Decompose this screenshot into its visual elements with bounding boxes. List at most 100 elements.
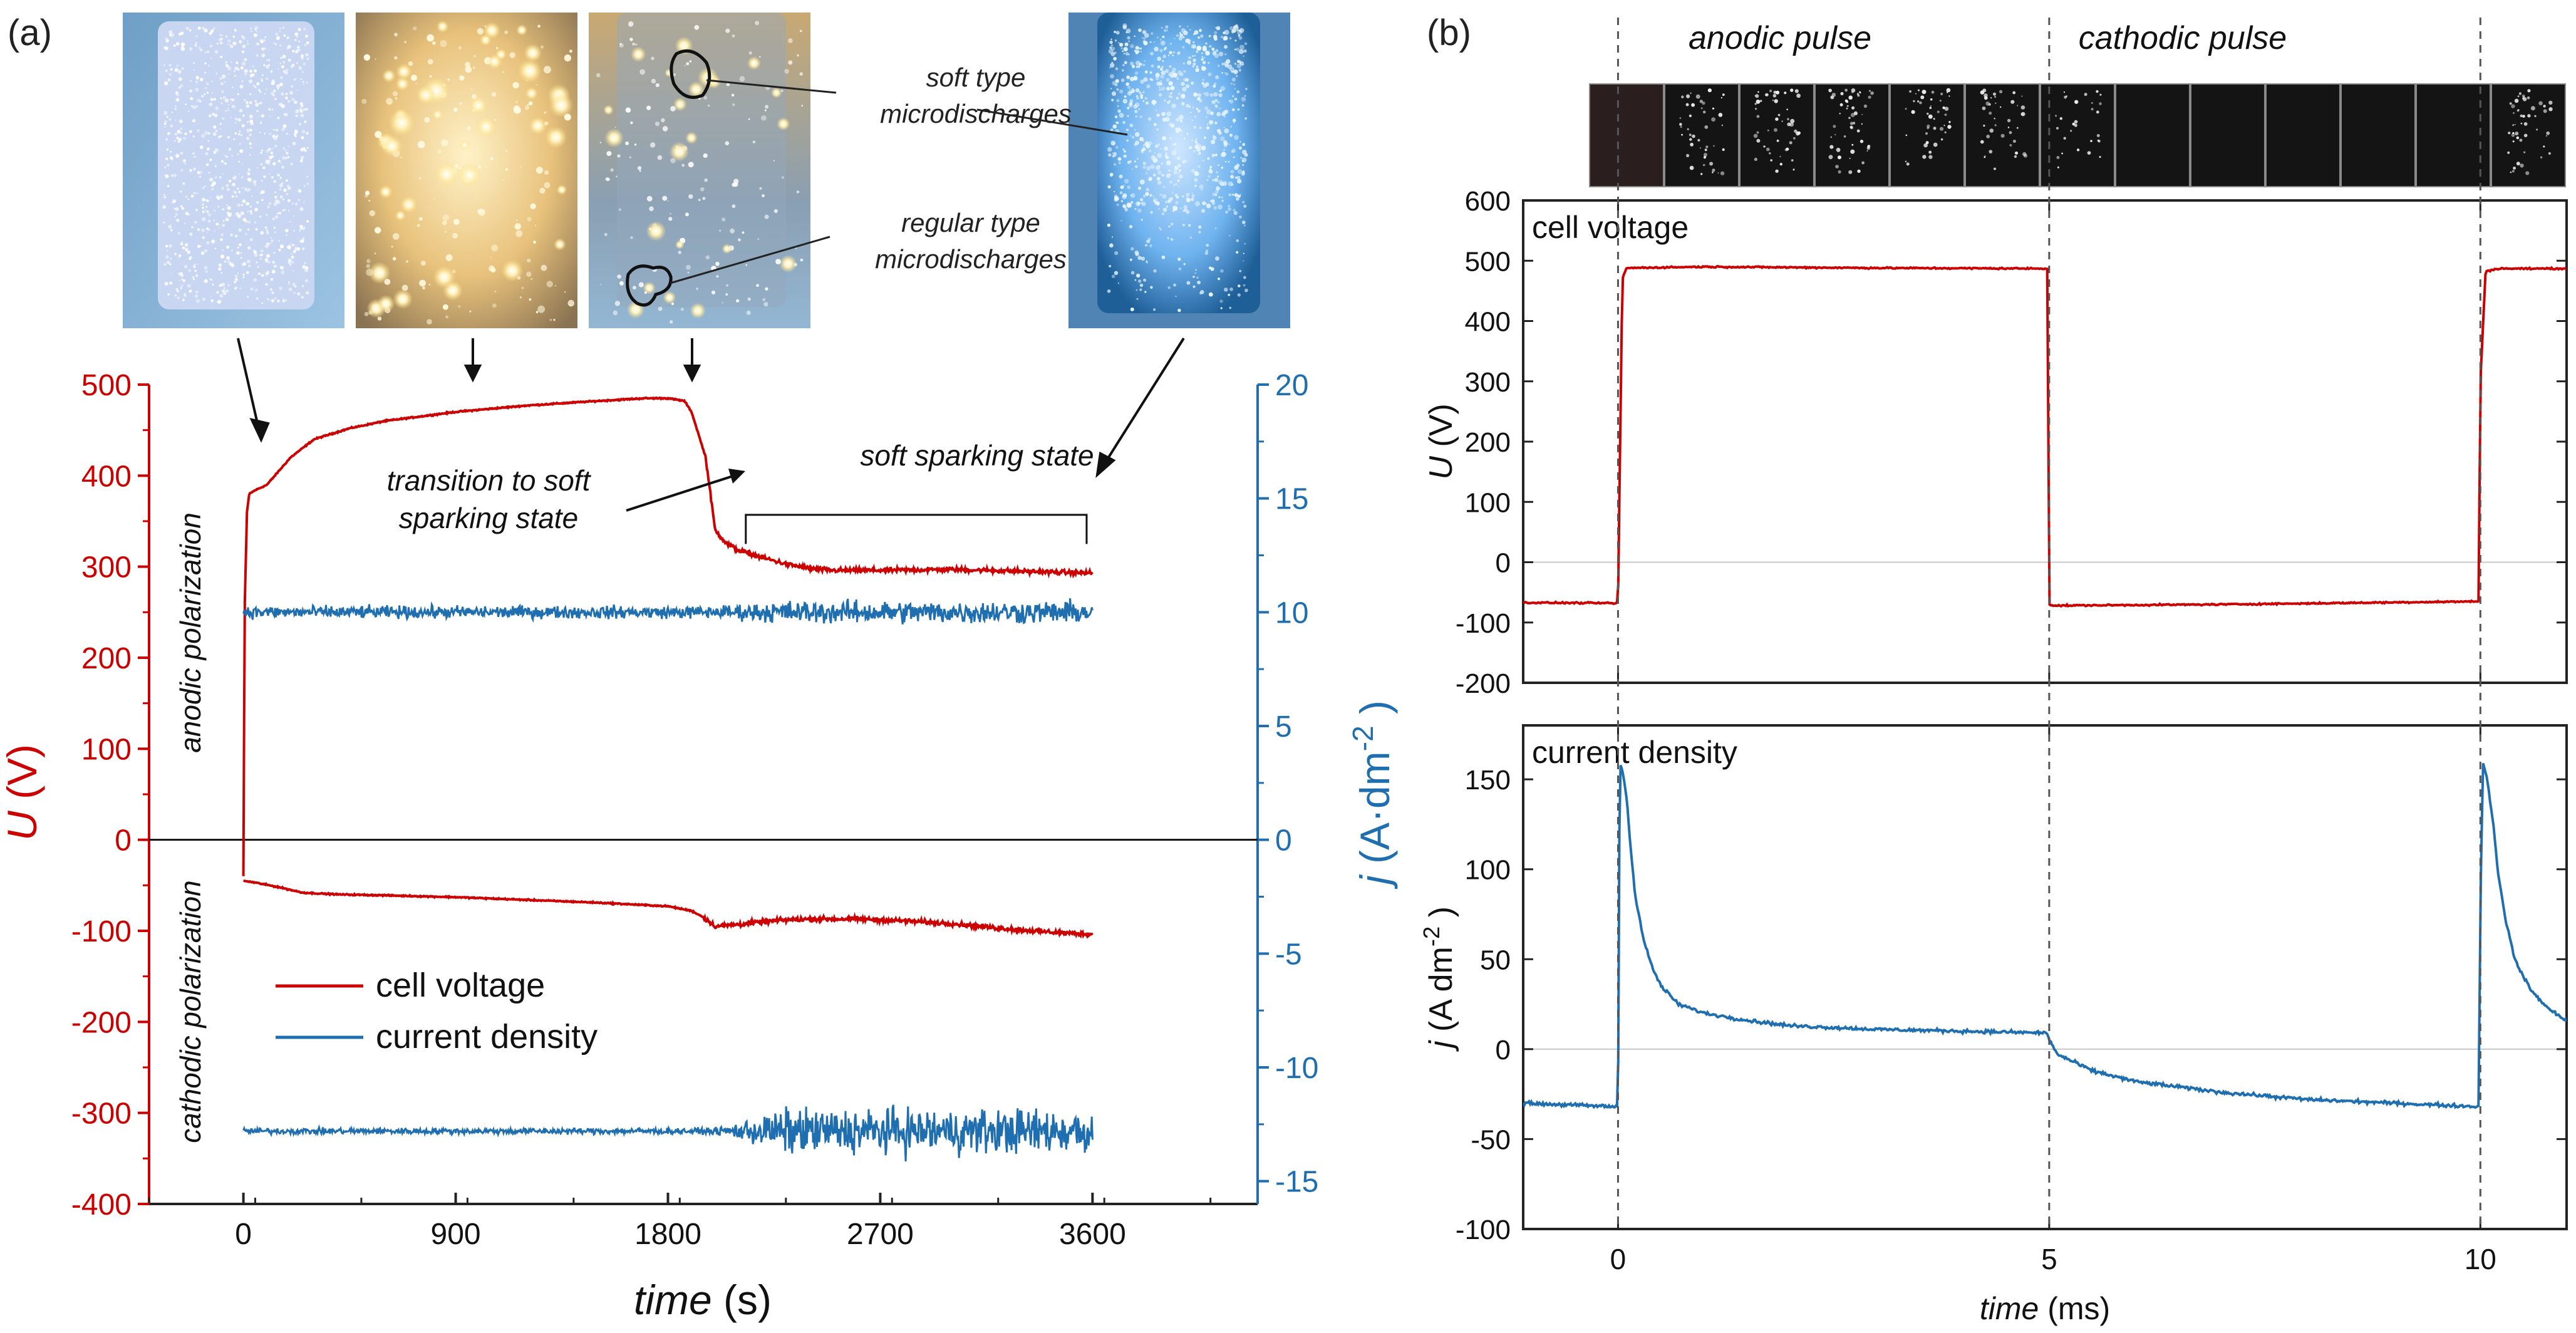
y-tick-label-b-current: 0 <box>1496 1035 1511 1066</box>
legend-a: cell voltage current density <box>276 967 597 1056</box>
y-tick-label-b-voltage: 300 <box>1465 367 1511 398</box>
y-tick-label-a: 200 <box>81 642 132 675</box>
soft-microdischarge-outline <box>670 49 711 99</box>
cathodic-polarization-label: cathodic polarization <box>174 880 207 1143</box>
y-tick-label-a: -400 <box>71 1188 132 1221</box>
video-frame <box>2265 83 2341 187</box>
voltage-plot-title: cell voltage <box>1532 210 1689 245</box>
photo-strip-a <box>123 13 1290 328</box>
video-frame <box>1664 83 1739 187</box>
soft-type-label-2: microdischarges <box>880 99 1072 128</box>
soft-sparking-bracket <box>745 514 1088 544</box>
y-tick-label-b-voltage: 100 <box>1465 487 1511 518</box>
y-tick-label-b-voltage: 500 <box>1465 246 1511 277</box>
y-tick-label-a: 300 <box>81 551 132 584</box>
y2-axis-title-a: j (A·dm-2 ) <box>1347 700 1398 890</box>
y-tick-label-b-voltage: 400 <box>1465 307 1511 338</box>
y-tick-label-b-voltage: 600 <box>1465 186 1511 217</box>
video-frame <box>1965 83 2040 187</box>
y-tick-label-b-voltage: -200 <box>1456 668 1511 699</box>
cell-voltage-series-cathodic <box>243 879 1094 939</box>
photo-2 <box>356 13 577 328</box>
y-tick-label-b-current: -100 <box>1456 1215 1511 1245</box>
current-x-title: time (ms) <box>1980 1291 2110 1326</box>
y-tick-label-a: 400 <box>81 460 132 493</box>
x-axis-title-a: time (s) <box>634 1277 772 1323</box>
video-frame <box>2341 83 2416 187</box>
y-tick-label-a: 100 <box>81 733 132 766</box>
photo-1 <box>123 13 344 328</box>
y-tick-label-a: -100 <box>71 915 132 948</box>
panel-b-label: (b) <box>1427 13 1471 53</box>
video-frame <box>2190 83 2265 187</box>
current-y-title: j (A dm-2 ) <box>1419 906 1460 1052</box>
x-tick-label-a: 1800 <box>634 1218 701 1251</box>
regular-type-label-2: microdischarges <box>875 244 1067 274</box>
y2-tick-label-a: -15 <box>1275 1166 1318 1199</box>
y-tick-label-b-current: 150 <box>1465 765 1511 796</box>
y-tick-label-a: 0 <box>115 824 132 858</box>
legend-current-label: current density <box>376 1018 597 1056</box>
x-tick-label-a: 0 <box>235 1218 252 1251</box>
video-frame <box>2416 83 2491 187</box>
video-frame <box>2115 83 2190 187</box>
x-tick-label-a: 900 <box>431 1218 481 1251</box>
regular-microdischarge-outline <box>626 264 673 307</box>
transition-label-1: transition to soft <box>387 464 592 497</box>
soft-sparking-label: soft sparking state <box>860 439 1094 472</box>
y2-tick-label-a: -5 <box>1275 938 1302 971</box>
x-tick-label-b: 5 <box>2041 1243 2057 1275</box>
anodic-pulse-label: anodic pulse <box>1689 20 1871 56</box>
current-plot-frame <box>1522 724 2568 1230</box>
video-frame <box>1739 83 1814 187</box>
legend-voltage-label: cell voltage <box>376 967 545 1004</box>
panel-a-label: (a) <box>8 13 52 53</box>
video-frame <box>1589 83 1664 187</box>
regular-type-label-1: regular type <box>901 208 1040 237</box>
y-tick-label-b-current: -50 <box>1471 1124 1511 1155</box>
cell-voltage-series-anodic <box>242 396 1094 876</box>
x-tick-label-a: 3600 <box>1059 1218 1126 1251</box>
x-tick-label-b: 10 <box>2465 1243 2496 1275</box>
video-frame <box>2040 83 2115 187</box>
soft-type-label-1: soft type <box>926 63 1026 92</box>
b-current-series <box>1523 762 2567 1109</box>
photo-3 <box>589 13 810 328</box>
anodic-polarization-label: anodic polarization <box>174 512 207 753</box>
video-frame <box>1814 83 1890 187</box>
y2-tick-label-a: 0 <box>1275 824 1292 858</box>
y-tick-label-a: -200 <box>71 1006 132 1039</box>
y-tick-label-b-voltage: 200 <box>1465 427 1511 458</box>
y-tick-label-b-current: 50 <box>1480 945 1511 975</box>
voltage-plot: -200 -100 0 100 200 300 400 500 600 cell voltage… <box>1423 186 2568 699</box>
current-density-series-anodic <box>242 598 1094 625</box>
y-axis-title-a: U (V) <box>0 744 45 841</box>
y2-tick-label-a: 15 <box>1275 483 1308 516</box>
photo-callouts: soft type microdischarges regular type m… <box>670 63 1128 284</box>
y-tick-label-b-voltage: -100 <box>1456 608 1511 639</box>
current-plot-title: current density <box>1532 735 1737 770</box>
y2-tick-label-a: 20 <box>1275 369 1308 402</box>
current-density-series-cathodic <box>242 1104 1094 1162</box>
transition-label-2: sparking state <box>399 502 578 534</box>
y-tick-label-a: 500 <box>81 369 132 402</box>
video-frame <box>2491 83 2566 187</box>
y-tick-label-b-voltage: 0 <box>1496 548 1511 579</box>
y-tick-label-b-current: 100 <box>1465 855 1511 886</box>
current-plot: -100 -50 0 50 100 150 0 5 10 current density j (… <box>1419 724 2568 1326</box>
y2-tick-label-a: 5 <box>1275 710 1292 744</box>
pulse-boundaries <box>1616 18 2481 1229</box>
video-frame <box>1890 83 1965 187</box>
frame-strip <box>1589 83 2566 187</box>
photo-4 <box>1068 13 1290 328</box>
voltage-y-title: U (V) <box>1423 403 1459 479</box>
y-tick-label-a: -300 <box>71 1097 132 1131</box>
cathodic-pulse-label: cathodic pulse <box>2079 20 2287 56</box>
photo-arrows <box>237 337 1185 479</box>
b-voltage-series <box>1523 264 2567 608</box>
y2-tick-label-a: 10 <box>1275 596 1308 630</box>
x-tick-label-a: 2700 <box>847 1218 914 1251</box>
x-tick-label-b: 0 <box>1610 1243 1627 1275</box>
axes-a: 0 900 1800 2700 3600-400-300-200-10001002003… <box>71 369 1318 1251</box>
